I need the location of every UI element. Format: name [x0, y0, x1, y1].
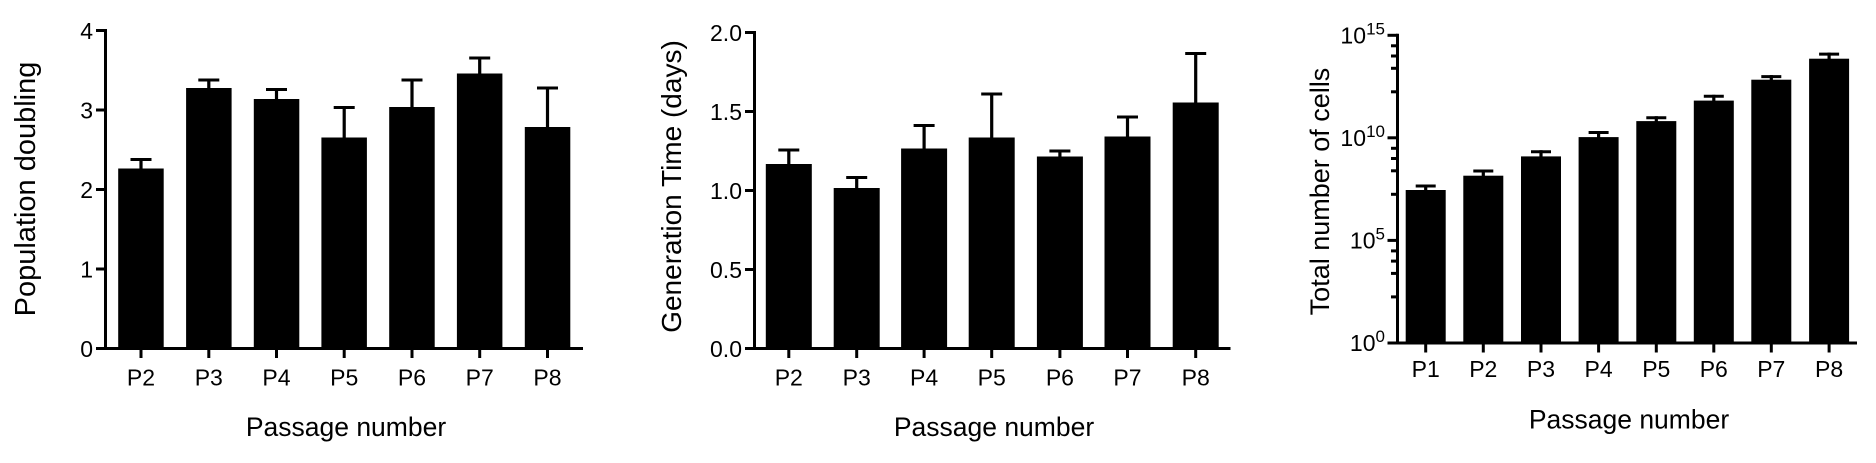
- svg-text:Generation Time (days): Generation Time (days): [656, 40, 687, 333]
- svg-text:Passage number: Passage number: [246, 412, 447, 442]
- svg-text:P4: P4: [262, 365, 290, 391]
- svg-text:P5: P5: [330, 365, 358, 391]
- svg-text:2: 2: [80, 177, 93, 203]
- svg-text:10: 10: [1340, 22, 1366, 48]
- svg-text:P3: P3: [843, 365, 871, 391]
- svg-text:1.5: 1.5: [710, 99, 742, 125]
- svg-text:15: 15: [1366, 19, 1385, 38]
- svg-text:P8: P8: [1815, 356, 1843, 382]
- svg-text:P7: P7: [1113, 365, 1141, 391]
- svg-text:P6: P6: [1046, 365, 1074, 391]
- svg-text:Passage number: Passage number: [894, 412, 1095, 442]
- svg-text:0: 0: [1376, 327, 1385, 346]
- svg-text:10: 10: [1340, 125, 1366, 151]
- svg-text:P7: P7: [466, 365, 494, 391]
- svg-text:P5: P5: [1642, 356, 1670, 382]
- svg-text:10: 10: [1366, 122, 1385, 141]
- svg-text:P6: P6: [398, 365, 426, 391]
- svg-text:0.0: 0.0: [710, 336, 742, 362]
- svg-text:P3: P3: [1527, 356, 1555, 382]
- svg-text:P2: P2: [1469, 356, 1497, 382]
- svg-text:P2: P2: [775, 365, 803, 391]
- svg-text:P2: P2: [127, 365, 155, 391]
- svg-text:1.0: 1.0: [710, 178, 742, 204]
- svg-text:2.0: 2.0: [710, 20, 742, 46]
- svg-text:P5: P5: [978, 365, 1006, 391]
- svg-text:P4: P4: [1585, 356, 1613, 382]
- svg-text:P1: P1: [1412, 356, 1440, 382]
- svg-text:Total number of cells: Total number of cells: [1305, 68, 1335, 316]
- svg-text:3: 3: [80, 97, 93, 123]
- svg-text:P7: P7: [1757, 356, 1785, 382]
- svg-text:1: 1: [80, 256, 93, 282]
- svg-text:0: 0: [80, 336, 93, 362]
- svg-text:P8: P8: [533, 365, 561, 391]
- svg-text:Population doubling: Population doubling: [10, 62, 42, 317]
- svg-text:P3: P3: [195, 365, 223, 391]
- svg-text:10: 10: [1350, 227, 1376, 253]
- svg-text:P8: P8: [1182, 365, 1210, 391]
- svg-text:10: 10: [1350, 330, 1376, 356]
- svg-text:0.5: 0.5: [710, 257, 742, 283]
- svg-text:4: 4: [80, 18, 93, 44]
- svg-text:5: 5: [1376, 224, 1385, 243]
- svg-text:Passage number: Passage number: [1529, 405, 1730, 435]
- svg-text:P6: P6: [1700, 356, 1728, 382]
- svg-text:P4: P4: [910, 365, 938, 391]
